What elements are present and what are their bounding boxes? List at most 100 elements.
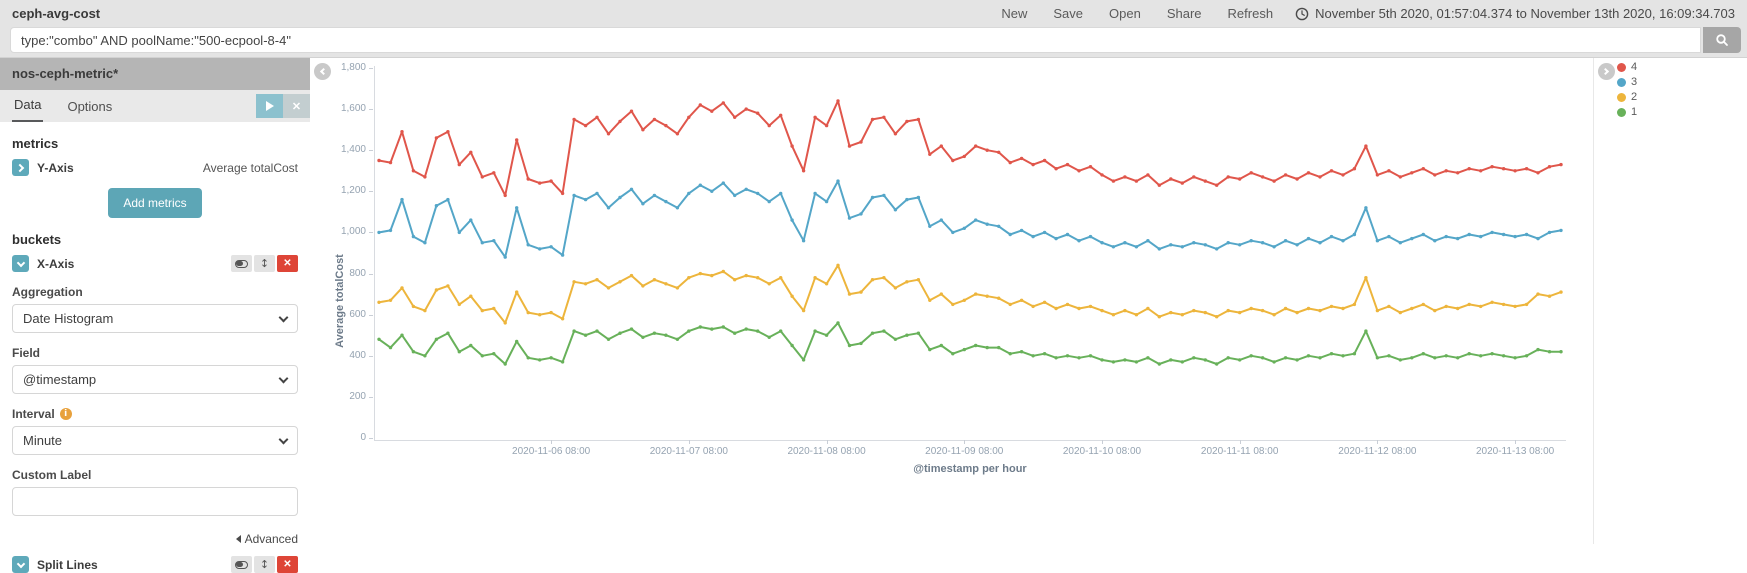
series-point[interactable] bbox=[1192, 308, 1196, 313]
series-point[interactable] bbox=[1364, 206, 1368, 210]
series-point[interactable] bbox=[779, 113, 783, 117]
series-point[interactable] bbox=[618, 195, 622, 200]
series-point[interactable] bbox=[698, 271, 702, 276]
series-point[interactable] bbox=[1169, 358, 1173, 362]
split-lines-disable-toggle[interactable] bbox=[231, 556, 252, 573]
series-point[interactable] bbox=[1364, 144, 1368, 148]
series-point[interactable] bbox=[733, 331, 737, 335]
series-point[interactable] bbox=[1306, 306, 1311, 311]
series-point[interactable] bbox=[1398, 241, 1403, 245]
series-point[interactable] bbox=[1352, 167, 1357, 171]
series-point[interactable] bbox=[1249, 239, 1253, 243]
series-point[interactable] bbox=[1341, 239, 1345, 243]
series-point[interactable] bbox=[1031, 162, 1035, 167]
series-point[interactable] bbox=[503, 362, 507, 366]
series-point[interactable] bbox=[1306, 171, 1311, 175]
series-point[interactable] bbox=[1479, 169, 1483, 173]
series-point[interactable] bbox=[1341, 354, 1345, 358]
series-point[interactable] bbox=[824, 123, 829, 128]
series-point[interactable] bbox=[1146, 306, 1150, 311]
series-point[interactable] bbox=[962, 226, 966, 230]
series-point[interactable] bbox=[595, 278, 599, 282]
series-point[interactable] bbox=[928, 224, 932, 228]
series-point[interactable] bbox=[1157, 183, 1161, 187]
series-point[interactable] bbox=[469, 343, 473, 348]
series-point[interactable] bbox=[847, 343, 852, 348]
series-point[interactable] bbox=[1524, 354, 1529, 358]
series-point[interactable] bbox=[1111, 360, 1116, 364]
custom-label-input[interactable] bbox=[12, 487, 298, 516]
series-point[interactable] bbox=[538, 313, 542, 317]
series-point[interactable] bbox=[583, 197, 588, 202]
series-point[interactable] bbox=[595, 191, 599, 196]
series-point[interactable] bbox=[1295, 310, 1299, 315]
series-point[interactable] bbox=[1456, 236, 1460, 241]
series-point[interactable] bbox=[801, 169, 806, 173]
series-point[interactable] bbox=[859, 290, 863, 294]
series-point[interactable] bbox=[1249, 354, 1253, 358]
series-point[interactable] bbox=[893, 337, 898, 341]
series-point[interactable] bbox=[1329, 352, 1334, 356]
x-axis-move-button[interactable]: ↕ bbox=[254, 255, 275, 272]
series-point[interactable] bbox=[882, 193, 886, 198]
series-point[interactable] bbox=[710, 189, 714, 193]
series-point[interactable] bbox=[951, 302, 955, 307]
series-point[interactable] bbox=[446, 284, 450, 288]
series-point[interactable] bbox=[469, 294, 473, 298]
y-axis-expand-button[interactable] bbox=[12, 159, 29, 176]
series-point[interactable] bbox=[664, 123, 668, 128]
series-point[interactable] bbox=[928, 298, 932, 302]
series-point[interactable] bbox=[790, 144, 794, 148]
series-point[interactable] bbox=[1019, 298, 1024, 302]
series-point[interactable] bbox=[1387, 354, 1391, 358]
series-point[interactable] bbox=[1364, 276, 1368, 280]
series-point[interactable] bbox=[744, 327, 748, 331]
series-point[interactable] bbox=[1260, 308, 1265, 313]
series-point[interactable] bbox=[1421, 167, 1426, 171]
series-point[interactable] bbox=[1467, 232, 1471, 237]
series-point[interactable] bbox=[572, 280, 576, 284]
series-point[interactable] bbox=[641, 202, 645, 206]
series-point[interactable] bbox=[1547, 350, 1552, 354]
series-point[interactable] bbox=[756, 191, 760, 196]
series-point[interactable] bbox=[1203, 310, 1207, 315]
series-point[interactable] bbox=[801, 239, 806, 243]
series-point[interactable] bbox=[1456, 306, 1460, 311]
series-point[interactable] bbox=[1031, 234, 1035, 239]
series-point[interactable] bbox=[1088, 165, 1093, 169]
series-point[interactable] bbox=[974, 144, 978, 148]
series-point[interactable] bbox=[1283, 239, 1288, 243]
series-point[interactable] bbox=[985, 222, 989, 226]
series-point[interactable] bbox=[434, 288, 439, 292]
series-point[interactable] bbox=[423, 354, 427, 358]
series-point[interactable] bbox=[687, 115, 691, 119]
series-point[interactable] bbox=[1433, 173, 1437, 177]
series-point[interactable] bbox=[962, 298, 966, 302]
series-point[interactable] bbox=[1203, 179, 1207, 183]
series-point[interactable] bbox=[1295, 243, 1299, 247]
series-point[interactable] bbox=[721, 181, 725, 185]
series-point[interactable] bbox=[1433, 356, 1437, 360]
series-point[interactable] bbox=[1042, 230, 1047, 235]
search-button[interactable] bbox=[1703, 27, 1741, 53]
split-lines-collapse-button[interactable] bbox=[12, 556, 29, 573]
series-point[interactable] bbox=[1375, 356, 1380, 360]
series-point[interactable] bbox=[1410, 171, 1414, 175]
series-point[interactable] bbox=[1249, 171, 1253, 175]
series-point[interactable] bbox=[469, 218, 473, 222]
series-point[interactable] bbox=[503, 255, 507, 259]
series-point[interactable] bbox=[1180, 245, 1184, 249]
series-point[interactable] bbox=[606, 206, 611, 210]
series-point[interactable] bbox=[423, 308, 427, 313]
series-point[interactable] bbox=[1490, 300, 1494, 304]
series-point[interactable] bbox=[813, 115, 817, 119]
series-point[interactable] bbox=[859, 212, 863, 216]
series-point[interactable] bbox=[756, 111, 760, 115]
series-point[interactable] bbox=[480, 175, 484, 179]
series-point[interactable] bbox=[1479, 354, 1483, 358]
series-point[interactable] bbox=[1318, 308, 1322, 313]
series-point[interactable] bbox=[400, 333, 404, 337]
series-point[interactable] bbox=[652, 193, 657, 198]
series-point[interactable] bbox=[1238, 177, 1242, 181]
series-point[interactable] bbox=[1192, 175, 1196, 179]
